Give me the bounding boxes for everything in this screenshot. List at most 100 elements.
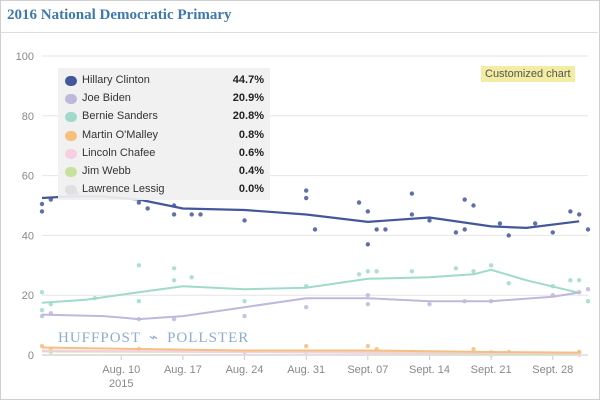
data-point-bernie-sanders <box>242 298 247 304</box>
legend-swatch-icon <box>65 130 77 141</box>
y-tick-label: 0 <box>28 350 34 362</box>
data-point-joe-biden <box>585 287 591 292</box>
data-point-hillary-clinton <box>356 200 362 205</box>
trend-line-martin-o-malley <box>41 346 580 354</box>
data-point-hillary-clinton <box>462 197 467 202</box>
data-point-hillary-clinton <box>312 227 318 232</box>
x-tick-label: Sept. 21 <box>471 364 512 376</box>
trend-line-bernie-sanders <box>41 268 580 304</box>
chart-title: 2016 National Democratic Primary <box>7 7 232 23</box>
customized-chart-badge[interactable]: Customized chart <box>481 66 575 82</box>
data-point-hillary-clinton <box>198 212 203 217</box>
legend-swatch-icon <box>65 185 77 196</box>
y-tick-label: 40 <box>22 230 34 242</box>
data-point-bernie-sanders <box>453 266 459 271</box>
data-point-bernie-sanders <box>576 278 582 283</box>
data-point-bernie-sanders <box>365 269 371 274</box>
legend: Hillary Clinton 44.7% Joe Biden 20.9% Bernie… <box>58 68 270 200</box>
data-point-bernie-sanders <box>374 269 379 274</box>
x-tick-label: Sept. 14 <box>409 364 450 376</box>
x-tick-label: Aug. 31 <box>287 364 325 376</box>
legend-swatch-icon <box>65 167 77 177</box>
legend-item[interactable]: Martin O'Malley 0.8% <box>58 127 270 145</box>
data-point-bernie-sanders <box>189 275 194 280</box>
data-point-bernie-sanders <box>585 298 591 304</box>
data-point-bernie-sanders <box>471 269 476 274</box>
legend-value: 44.7% <box>232 74 264 86</box>
data-point-hillary-clinton <box>303 188 309 193</box>
data-point-hillary-clinton <box>550 230 555 235</box>
data-point-hillary-clinton <box>585 227 591 232</box>
data-point-martin-o-malley <box>365 343 371 349</box>
legend-value: 0.8% <box>238 128 264 141</box>
data-point-bernie-sanders <box>39 290 45 295</box>
data-point-bernie-sanders <box>506 281 511 286</box>
data-point-joe-biden <box>365 293 371 298</box>
data-point-hillary-clinton <box>568 209 573 214</box>
legend-label: Hillary Clinton <box>82 74 150 86</box>
legend-swatch-icon <box>65 76 77 86</box>
y-tick-label: 100 <box>16 51 34 63</box>
data-point-hillary-clinton <box>409 191 415 196</box>
x-tick-label: Sept. 28 <box>532 364 573 376</box>
legend-item[interactable]: Lincoln Chafee 0.6% <box>58 145 270 163</box>
legend-swatch-icon <box>65 94 77 105</box>
data-point-bernie-sanders <box>171 266 177 271</box>
data-point-hillary-clinton <box>532 221 538 226</box>
legend-label: Bernie Sanders <box>82 110 158 123</box>
legend-value: 0.6% <box>238 146 264 159</box>
data-point-bernie-sanders <box>409 269 415 274</box>
legend-swatch-icon <box>65 148 77 159</box>
legend-label: Jim Webb <box>82 165 131 177</box>
data-point-joe-biden <box>365 301 371 307</box>
data-point-bernie-sanders <box>136 263 142 268</box>
data-point-hillary-clinton <box>427 218 432 223</box>
data-point-hillary-clinton <box>136 200 142 205</box>
legend-value: 20.8% <box>232 110 264 123</box>
data-point-hillary-clinton <box>171 212 177 217</box>
legend-item[interactable]: Jim Webb 0.4% <box>58 163 270 181</box>
data-point-martin-o-malley <box>471 346 476 352</box>
data-point-joe-biden <box>427 301 432 307</box>
x-tick-label: Aug. 17 <box>164 364 202 376</box>
x-tick-label: Aug. 24 <box>226 364 264 376</box>
data-point-hillary-clinton <box>462 227 467 232</box>
legend-item[interactable]: Bernie Sanders 20.8% <box>58 108 270 126</box>
legend-label: Lawrence Lessig <box>82 183 165 196</box>
data-point-joe-biden <box>303 304 309 310</box>
x-tick-label: Sept. 07 <box>347 364 388 376</box>
data-point-bernie-sanders <box>568 278 573 283</box>
data-point-hillary-clinton <box>39 209 45 214</box>
data-point-hillary-clinton <box>506 233 511 238</box>
data-point-hillary-clinton <box>365 242 371 247</box>
data-point-bernie-sanders <box>488 263 494 268</box>
legend-item[interactable]: Lawrence Lessig 0.0% <box>58 181 270 199</box>
x-tick-year-label: 2015 <box>109 378 133 390</box>
data-point-joe-biden <box>242 313 247 319</box>
title-divider <box>0 32 598 33</box>
data-point-martin-o-malley <box>303 343 309 349</box>
legend-label: Martin O'Malley <box>82 128 159 141</box>
data-point-hillary-clinton <box>409 212 415 217</box>
data-point-hillary-clinton <box>576 212 582 217</box>
data-point-bernie-sanders <box>136 298 142 304</box>
y-tick-label: 20 <box>22 290 34 302</box>
logo-huffpost-text: HUFFPOST <box>58 330 142 346</box>
legend-item[interactable]: Hillary Clinton 44.7% <box>58 72 270 90</box>
x-tick-label: Aug. 10 <box>102 364 140 376</box>
legend-label: Lincoln Chafee <box>82 146 156 159</box>
data-point-hillary-clinton <box>39 201 45 207</box>
data-point-joe-biden <box>171 316 177 322</box>
data-point-bernie-sanders <box>171 278 177 283</box>
data-point-hillary-clinton <box>242 218 247 223</box>
legend-value: 0.4% <box>238 165 264 177</box>
data-point-bernie-sanders <box>39 307 45 313</box>
huffpost-pollster-logo: HUFFPOST ⌁ POLLSTER <box>58 328 249 347</box>
legend-item[interactable]: Joe Biden 20.9% <box>58 90 270 108</box>
logo-pollster-text: POLLSTER <box>167 330 250 346</box>
data-point-hillary-clinton <box>383 227 388 232</box>
y-tick-label: 80 <box>22 111 34 123</box>
data-point-hillary-clinton <box>365 209 371 214</box>
data-point-hillary-clinton <box>497 221 503 226</box>
